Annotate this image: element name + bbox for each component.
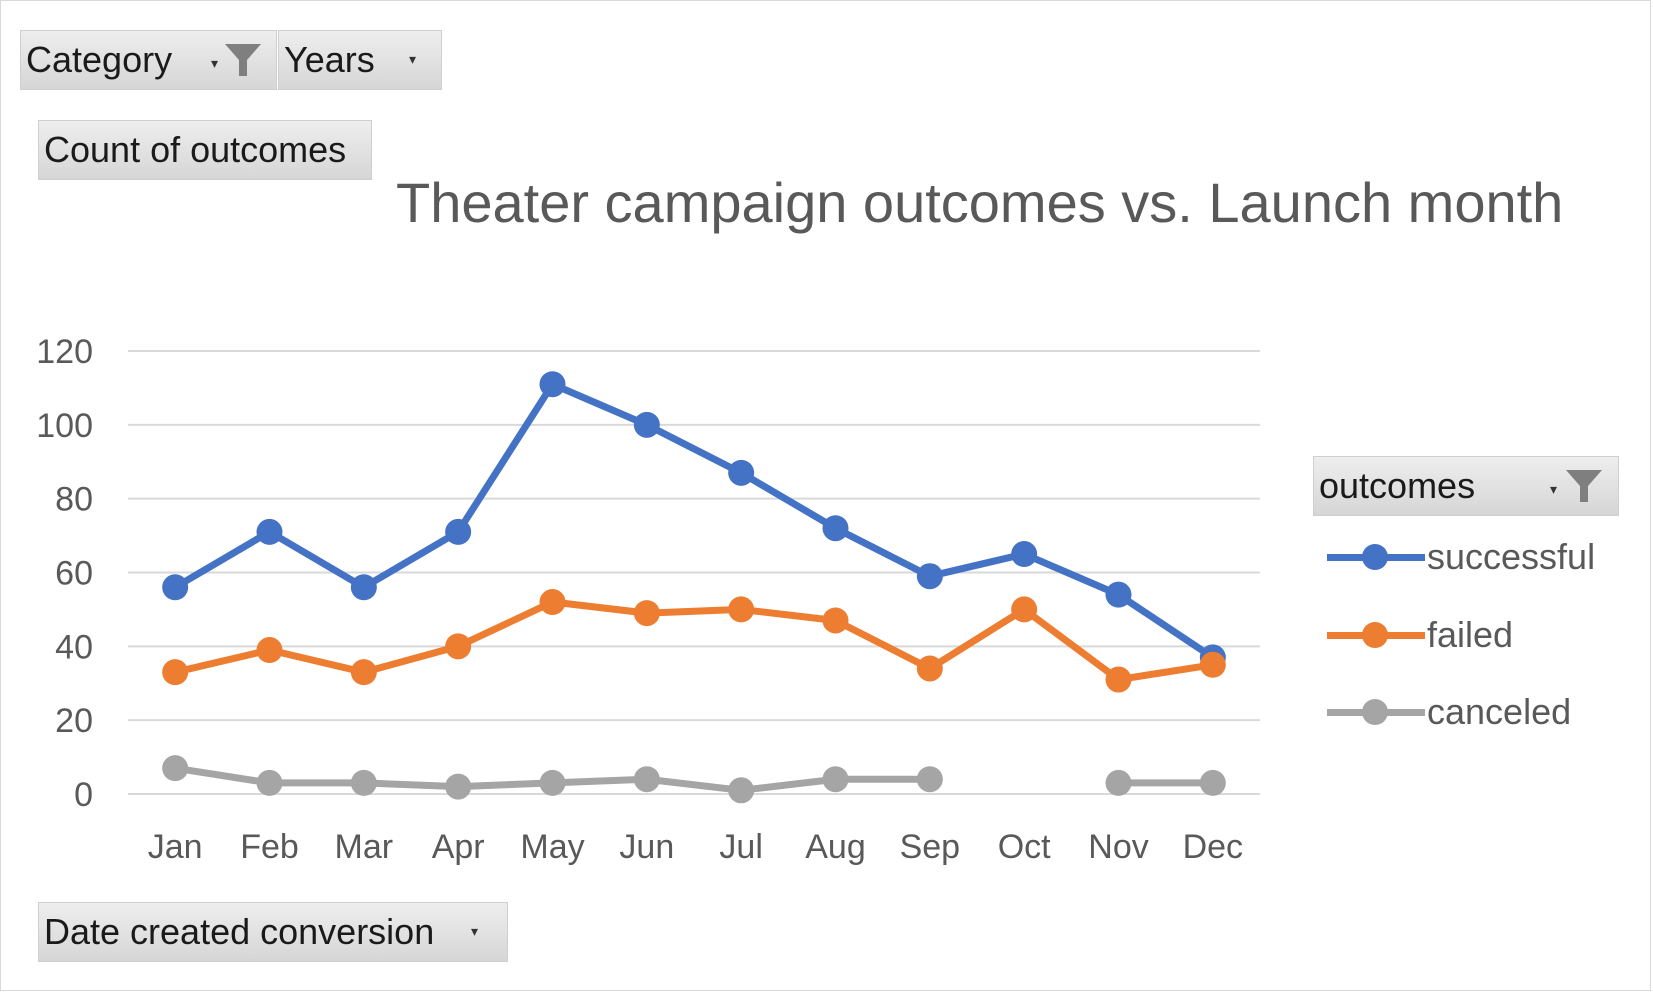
series-line-failed: [171, 598, 1217, 684]
y-tick-label: 80: [55, 481, 93, 519]
data-point-successful[interactable]: [162, 574, 189, 601]
outcomes-filter-label: outcomes: [1319, 465, 1476, 506]
dropdown-arrow-icon: ▾: [1550, 481, 1558, 497]
data-point-failed[interactable]: [1199, 651, 1226, 678]
chart-title: Theater campaign outcomes vs. Launch mon…: [396, 171, 1564, 234]
filter-funnel-icon: [1566, 470, 1602, 502]
data-point-canceled[interactable]: [728, 777, 755, 804]
data-point-successful[interactable]: [1105, 581, 1132, 608]
data-point-successful[interactable]: [916, 563, 943, 590]
dropdown-arrow-icon: ▾: [211, 55, 219, 71]
data-point-canceled[interactable]: [916, 766, 943, 793]
y-tick-label: 40: [55, 628, 93, 666]
y-tick-label: 60: [55, 555, 93, 593]
outcomes-legend-filter-button[interactable]: outcomes ▾: [1313, 456, 1619, 516]
years-filter-button[interactable]: Years ▾: [278, 30, 442, 90]
legend-swatch-successful: [1327, 537, 1425, 577]
data-point-failed[interactable]: [445, 633, 472, 660]
legend-label: canceled: [1427, 691, 1572, 732]
legend-item-failed[interactable]: failed: [1327, 614, 1514, 655]
legend-swatch-failed: [1327, 615, 1425, 655]
x-tick-label: Jan: [148, 828, 203, 866]
data-point-failed[interactable]: [728, 596, 755, 623]
data-point-canceled[interactable]: [256, 769, 283, 796]
data-point-successful[interactable]: [822, 515, 849, 542]
data-point-successful[interactable]: [728, 459, 755, 486]
series-line-canceled: [171, 764, 1217, 794]
data-point-canceled[interactable]: [1199, 769, 1226, 796]
data-point-failed[interactable]: [916, 655, 943, 682]
values-field-label: Count of outcomes: [44, 129, 347, 170]
gridlines: [128, 350, 1260, 795]
data-point-failed[interactable]: [256, 637, 283, 664]
axis-field-button[interactable]: Date created conversion ▾: [38, 902, 508, 962]
series-successful: [162, 371, 1226, 671]
data-point-failed[interactable]: [350, 659, 377, 686]
category-filter-button[interactable]: Category ▾: [20, 30, 277, 90]
x-tick-label: Mar: [335, 828, 394, 866]
x-axis-tick-labels: Jan Feb Mar Apr May Jun Jul Aug Sep Oct Nov Dec: [148, 828, 1243, 866]
data-point-canceled[interactable]: [539, 769, 566, 796]
x-tick-label: Feb: [240, 828, 299, 866]
data-point-canceled[interactable]: [822, 766, 849, 793]
x-tick-label: Sep: [900, 828, 961, 866]
legend-item-canceled[interactable]: canceled: [1327, 691, 1572, 732]
legend-swatch-canceled: [1327, 692, 1425, 732]
x-tick-label: Apr: [432, 828, 485, 866]
dropdown-arrow-icon: ▾: [409, 51, 417, 67]
data-point-successful[interactable]: [539, 371, 566, 398]
legend-item-successful[interactable]: successful: [1327, 536, 1596, 577]
data-point-successful[interactable]: [1011, 541, 1038, 568]
legend-label: successful: [1427, 536, 1596, 577]
category-filter-label: Category: [26, 39, 173, 80]
series-canceled: [162, 755, 1226, 804]
data-point-successful[interactable]: [445, 518, 472, 545]
data-point-successful[interactable]: [350, 574, 377, 601]
y-tick-label: 20: [55, 702, 93, 740]
y-tick-label: 100: [36, 407, 93, 445]
years-filter-label: Years: [284, 39, 375, 80]
x-tick-label: Oct: [998, 828, 1051, 866]
data-point-successful[interactable]: [256, 518, 283, 545]
y-tick-label: 0: [74, 776, 93, 814]
data-point-successful[interactable]: [633, 411, 660, 438]
y-axis-tick-labels: 0 20 40 60 80 100 120: [36, 333, 93, 814]
data-point-canceled[interactable]: [633, 766, 660, 793]
series-line-successful: [171, 380, 1217, 661]
data-point-canceled[interactable]: [1105, 769, 1132, 796]
data-point-canceled[interactable]: [350, 769, 377, 796]
data-point-failed[interactable]: [1105, 666, 1132, 693]
dropdown-arrow-icon: ▾: [471, 923, 479, 939]
data-point-failed[interactable]: [1011, 596, 1038, 623]
x-tick-label: Aug: [805, 828, 866, 866]
legend-label: failed: [1427, 614, 1514, 655]
x-tick-label: Dec: [1183, 828, 1243, 866]
data-point-failed[interactable]: [633, 600, 660, 627]
series-lines: [162, 371, 1226, 804]
data-point-failed[interactable]: [539, 589, 566, 616]
y-tick-label: 120: [36, 333, 93, 371]
filter-funnel-icon: [225, 44, 261, 76]
data-point-canceled[interactable]: [162, 755, 189, 782]
axis-field-label: Date created conversion: [44, 911, 435, 952]
series-failed: [162, 589, 1226, 693]
data-point-failed[interactable]: [162, 659, 189, 686]
x-tick-label: Jun: [619, 828, 674, 866]
data-point-failed[interactable]: [822, 607, 849, 634]
data-point-canceled[interactable]: [445, 773, 472, 800]
x-tick-label: Jul: [719, 828, 762, 866]
x-tick-label: Nov: [1088, 828, 1148, 866]
x-tick-label: May: [520, 828, 584, 866]
values-field-button[interactable]: Count of outcomes: [38, 120, 372, 180]
